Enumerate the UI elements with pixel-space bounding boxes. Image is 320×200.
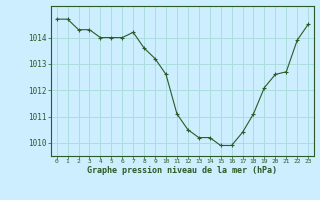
X-axis label: Graphe pression niveau de la mer (hPa): Graphe pression niveau de la mer (hPa) <box>87 166 277 175</box>
